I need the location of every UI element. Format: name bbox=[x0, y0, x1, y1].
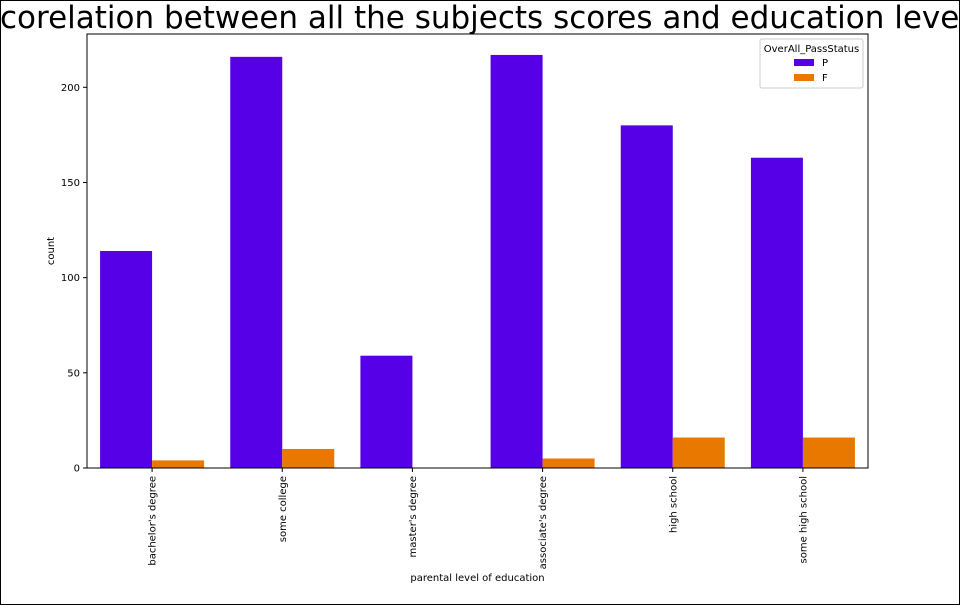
bar-P-3 bbox=[490, 54, 543, 468]
legend-label-P: P bbox=[822, 58, 828, 69]
y-axis-label: count bbox=[46, 237, 57, 265]
x-axis-label: parental level of education bbox=[410, 573, 544, 584]
legend-label-F: F bbox=[822, 73, 828, 84]
y-tick-label: 150 bbox=[61, 178, 80, 189]
bar-P-1 bbox=[230, 56, 283, 469]
y-tick-label: 0 bbox=[74, 464, 80, 475]
x-tick-label: some high school bbox=[798, 476, 809, 563]
legend-swatch-F bbox=[794, 74, 814, 81]
bar-P-5 bbox=[750, 157, 803, 468]
x-tick-label: high school bbox=[668, 476, 679, 533]
bar-P-4 bbox=[620, 125, 673, 469]
legend-items: PF bbox=[794, 58, 828, 84]
bar-F-1 bbox=[282, 448, 335, 468]
bar-F-0 bbox=[152, 460, 205, 468]
x-tick-label: associate's degree bbox=[538, 476, 549, 569]
x-axis: bachelor's degree some college master's de… bbox=[148, 468, 809, 569]
x-tick-label: master's degree bbox=[408, 476, 419, 557]
chart-title: corelation between all the subjects scor… bbox=[0, 0, 960, 36]
legend-title: OverAll_PassStatus bbox=[764, 44, 859, 55]
y-tick-label: 100 bbox=[61, 273, 80, 284]
x-tick-label: bachelor's degree bbox=[148, 476, 159, 566]
bar-P-0 bbox=[100, 251, 153, 468]
legend: OverAll_PassStatus PF bbox=[759, 38, 864, 89]
y-axis: 0 50 100 150 200 bbox=[61, 83, 87, 475]
y-tick-label: 50 bbox=[67, 368, 80, 379]
y-tick-label: 200 bbox=[61, 83, 80, 94]
bar-F-4 bbox=[672, 437, 725, 468]
bars-group bbox=[100, 54, 855, 469]
bar-F-3 bbox=[542, 458, 595, 468]
bar-P-2 bbox=[360, 355, 413, 468]
x-tick-label: some college bbox=[278, 476, 289, 542]
bar-F-5 bbox=[802, 437, 855, 468]
plot-area bbox=[86, 33, 869, 469]
legend-swatch-P bbox=[794, 59, 814, 66]
